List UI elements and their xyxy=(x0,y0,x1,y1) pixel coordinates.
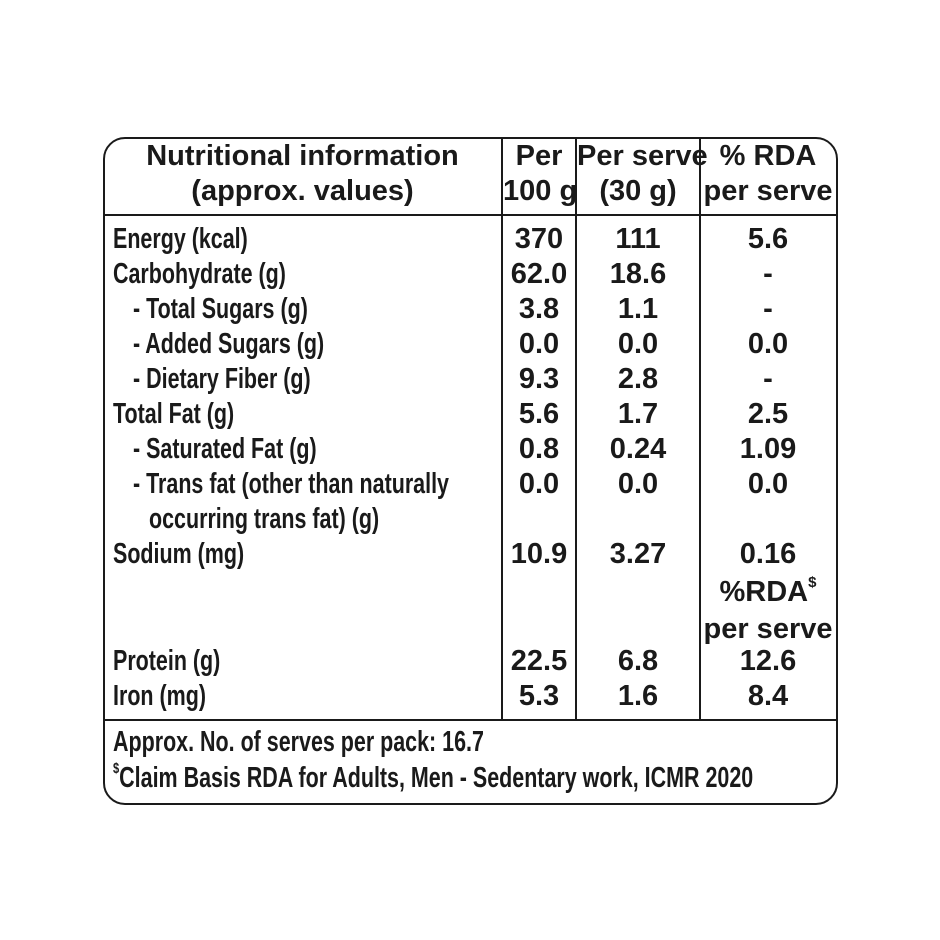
value-rda: - xyxy=(763,293,773,325)
column-divider xyxy=(575,137,577,720)
nutrient-label: - Trans fat (other than naturally xyxy=(133,468,449,500)
nutrient-label: - Added Sugars (g) xyxy=(133,328,325,360)
value-serve: 111 xyxy=(615,223,661,255)
nutrition-table xyxy=(103,137,838,805)
header-col3-line1: Per serve xyxy=(577,140,708,172)
value-per100: 370 xyxy=(514,223,564,255)
value-serve: 6.8 xyxy=(617,645,659,677)
nutrient-label: Sodium (mg) xyxy=(113,538,245,570)
header-col4-line2: per serve xyxy=(703,175,833,207)
header-col3-line2: (30 g) xyxy=(599,175,677,207)
value-serve: 2.8 xyxy=(617,363,659,395)
header-col1-line2: (approx. values) xyxy=(191,175,414,207)
serves-per-pack: Approx. No. of serves per pack: 16.7 xyxy=(113,726,484,758)
value-per100: 22.5 xyxy=(510,645,568,677)
value-per100: 10.9 xyxy=(510,538,568,570)
column-divider xyxy=(501,137,503,720)
value-serve: 0.0 xyxy=(617,328,659,360)
value-rda: 0.0 xyxy=(747,468,789,500)
claim-basis-note: $Claim Basis RDA for Adults, Men - Seden… xyxy=(113,760,754,794)
value-rda: 12.6 xyxy=(739,645,797,677)
value-per100: 3.8 xyxy=(518,293,560,325)
value-rda: - xyxy=(763,363,773,395)
value-serve: 0.24 xyxy=(609,433,667,465)
rda-subheader: %RDA$ xyxy=(719,574,817,608)
nutrient-label: Carbohydrate (g) xyxy=(113,258,286,290)
nutrient-label-line2: occurring trans fat) (g) xyxy=(149,503,380,535)
value-rda: 5.6 xyxy=(747,223,789,255)
nutrient-label: - Saturated Fat (g) xyxy=(133,433,317,465)
value-serve: 1.7 xyxy=(617,398,659,430)
header-divider xyxy=(104,214,837,216)
nutrient-label: Protein (g) xyxy=(113,645,221,677)
header-col2-line1: Per xyxy=(515,140,563,172)
header-col2-line2: 100 g xyxy=(503,175,578,207)
value-serve: 18.6 xyxy=(609,258,667,290)
value-serve: 1.1 xyxy=(617,293,659,325)
nutrient-label: - Total Sugars (g) xyxy=(133,293,308,325)
value-rda: 0.16 xyxy=(739,538,797,570)
value-per100: 5.6 xyxy=(518,398,560,430)
value-rda: 1.09 xyxy=(739,433,797,465)
footer-divider xyxy=(104,719,837,721)
value-rda: - xyxy=(763,258,773,290)
value-per100: 0.0 xyxy=(518,468,560,500)
value-per100: 0.0 xyxy=(518,328,560,360)
value-rda: 2.5 xyxy=(747,398,789,430)
column-divider xyxy=(699,137,701,720)
value-per100: 62.0 xyxy=(510,258,568,290)
value-per100: 5.3 xyxy=(518,680,560,712)
value-rda: 0.0 xyxy=(747,328,789,360)
value-serve: 0.0 xyxy=(617,468,659,500)
header-col4-line1: % RDA xyxy=(719,140,817,172)
value-per100: 0.8 xyxy=(518,433,560,465)
nutrient-label: Energy (kcal) xyxy=(113,223,248,255)
value-serve: 3.27 xyxy=(609,538,667,570)
value-per100: 9.3 xyxy=(518,363,560,395)
header-col1-line1: Nutritional information xyxy=(146,140,459,172)
nutrient-label: Total Fat (g) xyxy=(113,398,235,430)
rda-subheader-line2: per serve xyxy=(703,613,833,645)
value-serve: 1.6 xyxy=(617,680,659,712)
nutrient-label: - Dietary Fiber (g) xyxy=(133,363,311,395)
value-rda: 8.4 xyxy=(747,680,789,712)
nutrient-label: Iron (mg) xyxy=(113,680,206,712)
